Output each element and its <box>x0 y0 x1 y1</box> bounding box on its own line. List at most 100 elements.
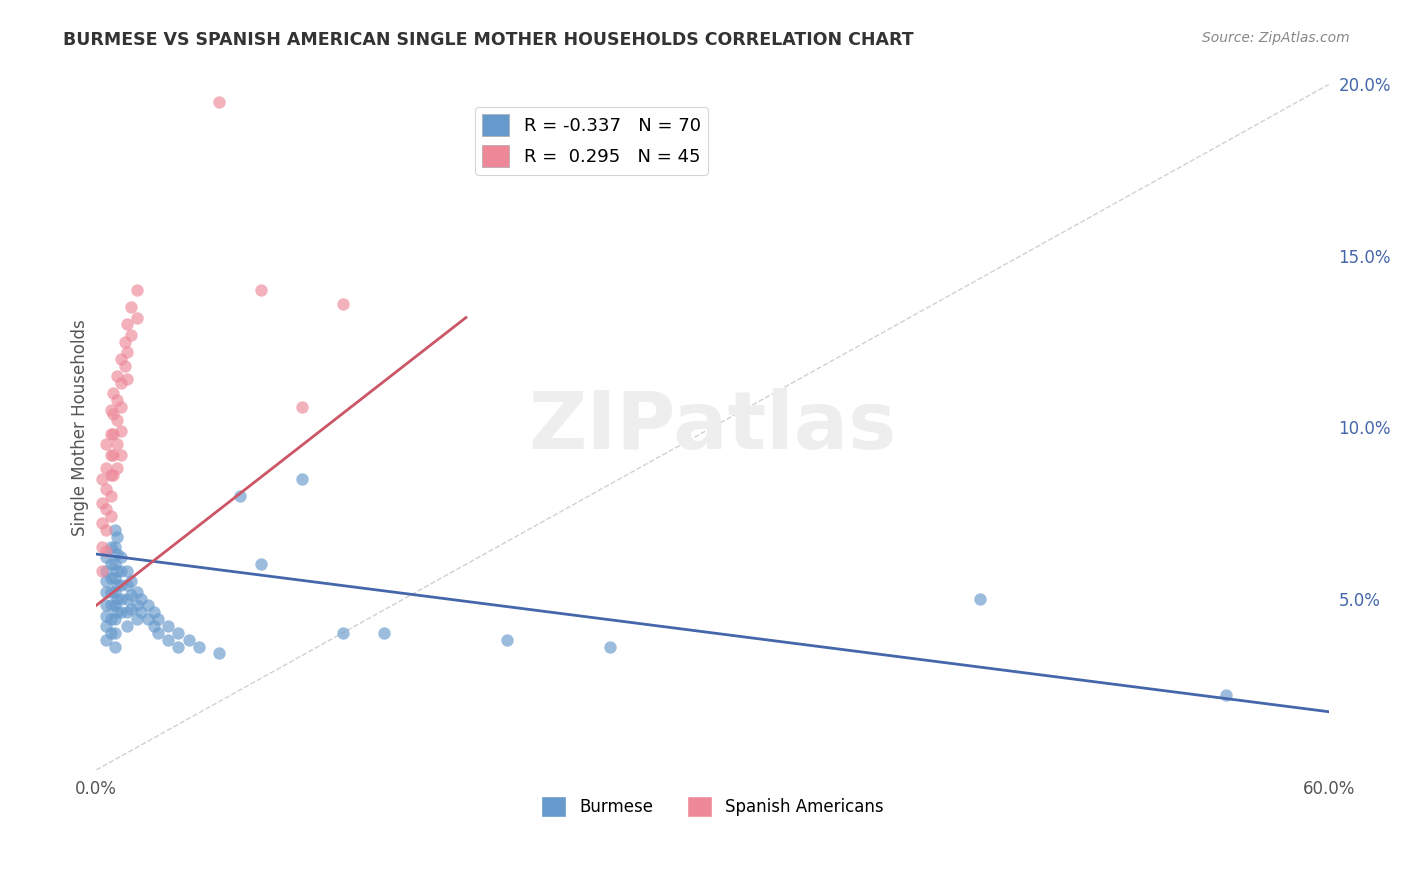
Point <box>96 461 118 475</box>
Point <box>291 400 314 414</box>
Point <box>249 558 271 572</box>
Point <box>104 640 127 654</box>
Point <box>101 427 124 442</box>
Point <box>208 95 231 109</box>
Point <box>100 612 122 626</box>
Point <box>105 437 128 451</box>
Point <box>115 619 138 633</box>
Point <box>120 300 142 314</box>
Point <box>105 368 128 383</box>
Point <box>110 376 132 390</box>
Point <box>96 574 118 589</box>
Point <box>96 584 118 599</box>
Point <box>105 530 128 544</box>
Point <box>332 626 354 640</box>
Point <box>104 558 127 572</box>
Point <box>146 612 169 626</box>
Point <box>110 564 132 578</box>
Point <box>100 584 122 599</box>
Legend: Burmese, Spanish Americans: Burmese, Spanish Americans <box>534 789 890 823</box>
Point <box>177 632 200 647</box>
Point <box>142 605 165 619</box>
Point <box>96 564 118 578</box>
Point <box>115 578 138 592</box>
Point <box>105 413 128 427</box>
Point <box>105 392 128 407</box>
Point <box>115 372 138 386</box>
Point <box>105 547 128 561</box>
Point <box>96 599 118 613</box>
Point <box>167 640 190 654</box>
Point <box>110 550 132 565</box>
Point <box>229 489 252 503</box>
Point <box>105 591 128 606</box>
Point <box>100 489 122 503</box>
Point <box>104 571 127 585</box>
Point <box>208 647 231 661</box>
Point <box>131 591 153 606</box>
Point <box>105 564 128 578</box>
Point <box>100 448 122 462</box>
Point <box>104 540 127 554</box>
Point <box>104 584 127 599</box>
Point <box>120 588 142 602</box>
Point <box>110 351 132 366</box>
Y-axis label: Single Mother Households: Single Mother Households <box>72 318 89 535</box>
Point <box>110 605 132 619</box>
Point <box>127 599 149 613</box>
Point <box>120 574 142 589</box>
Text: BURMESE VS SPANISH AMERICAN SINGLE MOTHER HOUSEHOLDS CORRELATION CHART: BURMESE VS SPANISH AMERICAN SINGLE MOTHE… <box>63 31 914 49</box>
Point <box>100 626 122 640</box>
Point <box>127 310 149 325</box>
Point <box>115 318 138 332</box>
Point <box>115 344 138 359</box>
Point <box>100 540 122 554</box>
Point <box>599 640 621 654</box>
Point <box>91 516 114 531</box>
Point <box>114 334 136 349</box>
Point <box>96 502 118 516</box>
Point <box>115 605 138 619</box>
Point <box>136 612 159 626</box>
Point <box>96 550 118 565</box>
Point <box>100 558 122 572</box>
Point <box>104 599 127 613</box>
Point <box>136 599 159 613</box>
Point <box>120 602 142 616</box>
Point <box>110 400 132 414</box>
Point <box>100 599 122 613</box>
Point <box>96 437 118 451</box>
Point <box>91 564 114 578</box>
Point <box>187 640 209 654</box>
Point <box>105 461 128 475</box>
Point <box>142 619 165 633</box>
Point <box>146 626 169 640</box>
Point <box>96 619 118 633</box>
Point <box>101 468 124 483</box>
Point <box>332 297 354 311</box>
Point <box>110 424 132 438</box>
Point <box>96 482 118 496</box>
Point <box>115 591 138 606</box>
Point <box>96 632 118 647</box>
Text: ZIPatlas: ZIPatlas <box>529 388 897 467</box>
Point <box>291 472 314 486</box>
Text: Source: ZipAtlas.com: Source: ZipAtlas.com <box>1202 31 1350 45</box>
Point <box>100 468 122 483</box>
Point <box>120 327 142 342</box>
Point <box>114 359 136 373</box>
Point <box>96 608 118 623</box>
Point <box>115 564 138 578</box>
Point <box>100 509 122 524</box>
Point <box>91 472 114 486</box>
Point <box>157 632 180 647</box>
Point <box>105 605 128 619</box>
Point <box>104 626 127 640</box>
Point <box>127 612 149 626</box>
Point <box>1215 688 1237 702</box>
Point <box>157 619 180 633</box>
Point <box>969 591 991 606</box>
Point <box>105 578 128 592</box>
Point <box>101 407 124 421</box>
Point <box>249 283 271 297</box>
